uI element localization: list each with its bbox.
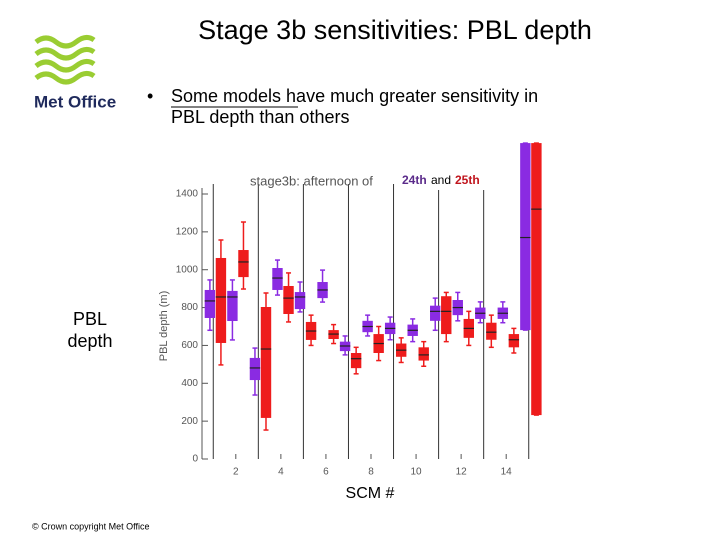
x-tick-label: 8 [368, 467, 374, 478]
bullet-line: PBL depth than others [171, 107, 349, 127]
footer: © Crown copyright Met Office [32, 521, 150, 531]
y-tick-label: 1000 [176, 264, 199, 275]
bullet-line: Some models have much greater sensitivit… [171, 86, 538, 106]
x-tick-label: 14 [501, 467, 513, 478]
box [227, 290, 238, 322]
bullet-dot: • [147, 86, 153, 106]
title-backdrop [398, 172, 488, 190]
legend-entry: 24th [402, 173, 427, 187]
y-axis-label: PBL depth (m) [158, 291, 170, 362]
y-tick-label: 1200 [176, 226, 199, 237]
logo-text: Met Office [34, 92, 116, 111]
box [531, 143, 542, 416]
x-tick-label: 12 [456, 467, 468, 478]
side-label: PBL [73, 309, 107, 329]
chart: 0 200 400 600 800 1000 1200 1400 2 4 6 8 10 12 14 PBL d… [158, 142, 542, 478]
logo: Met Office [34, 34, 116, 111]
box [441, 296, 452, 335]
box [260, 307, 272, 418]
box [272, 268, 283, 290]
box [350, 353, 362, 369]
box [430, 305, 441, 321]
legend-entry: 25th [455, 173, 480, 187]
x-tick-label: 2 [233, 467, 239, 478]
x-tick-label: 4 [278, 467, 284, 478]
y-tick-label: 600 [181, 340, 198, 351]
box [520, 143, 531, 331]
box [204, 289, 216, 318]
x-caption: SCM # [346, 485, 395, 502]
y-tick-label: 800 [181, 302, 198, 313]
chart-title: stage3b: afternoon of [250, 173, 373, 188]
box [294, 292, 306, 310]
box [215, 257, 227, 343]
y-tick-label: 200 [181, 416, 198, 427]
box [249, 357, 261, 381]
box [508, 334, 520, 348]
box [238, 250, 249, 278]
y-tick-label: 0 [192, 454, 198, 465]
box [486, 322, 497, 340]
x-tick-label: 10 [411, 467, 423, 478]
x-tick-label: 6 [323, 467, 329, 478]
legend-joiner: and [431, 173, 451, 187]
y-tick-label: 1400 [176, 189, 199, 200]
box [418, 347, 429, 361]
box [283, 285, 294, 315]
side-label: depth [67, 331, 112, 351]
slide-title: Stage 3b sensitivities: PBL depth [198, 15, 592, 45]
y-tick-label: 400 [181, 378, 198, 389]
